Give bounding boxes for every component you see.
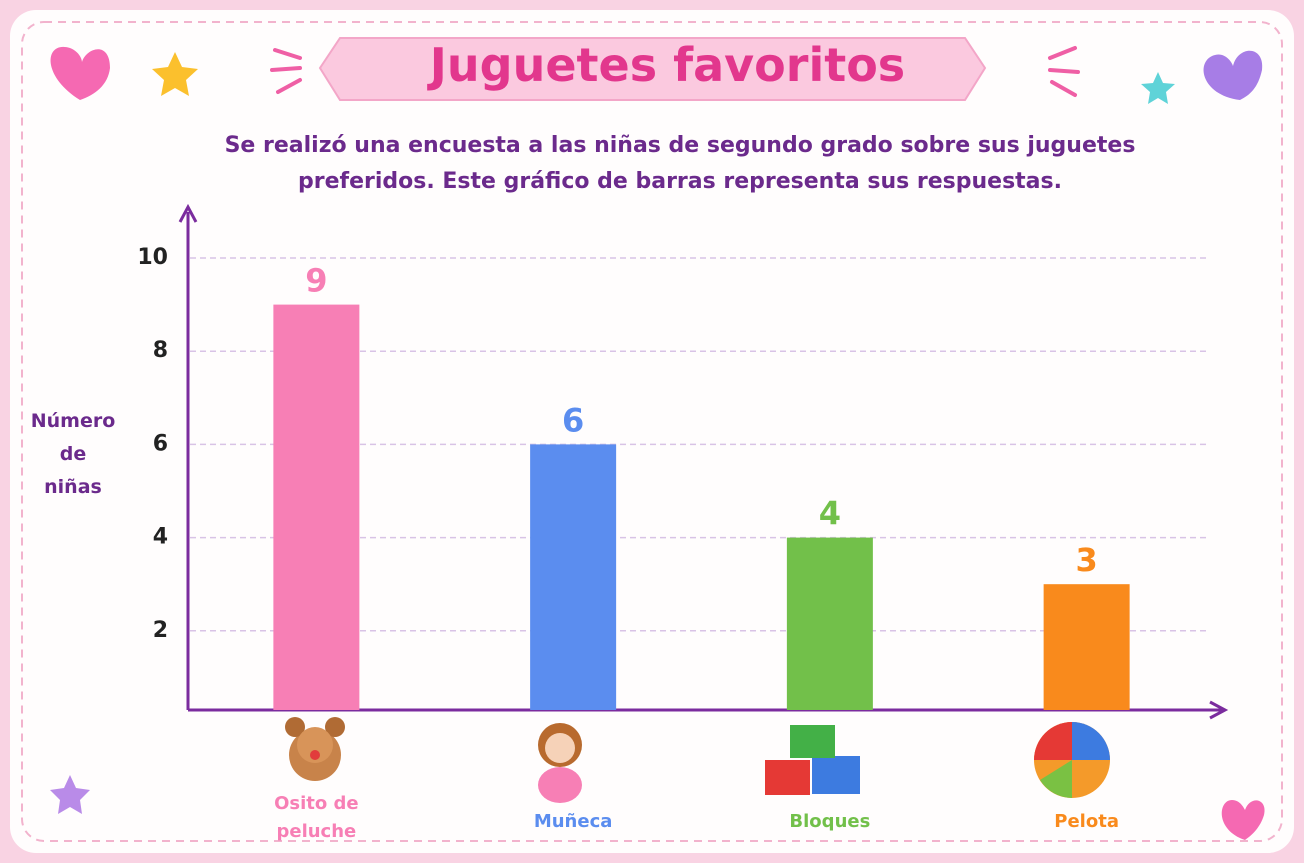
chart-subtitle: Se realizó una encuesta a las niñas de s… bbox=[190, 128, 1170, 200]
heart bbox=[1204, 51, 1263, 100]
y-tick-label: 6 bbox=[153, 431, 168, 456]
x-tick-label: Osito de peluche bbox=[266, 790, 366, 846]
value-label: 9 bbox=[305, 262, 327, 300]
x-tick-label: Muñeca bbox=[523, 808, 623, 836]
value-label: 4 bbox=[819, 495, 841, 533]
bar bbox=[273, 305, 359, 710]
page: 2 4 6 8 10 9 6 4 3 Juguetes favoritos Se realizó… bbox=[0, 0, 1304, 863]
chart-title: Juguetes favoritos bbox=[370, 28, 965, 102]
y-tick-label: 2 bbox=[153, 618, 168, 643]
y-axis-label: Número de niñas bbox=[28, 405, 118, 504]
y-tick-label: 10 bbox=[137, 245, 168, 270]
star bbox=[152, 52, 198, 96]
icons bbox=[285, 717, 1110, 803]
y-tick-label: 8 bbox=[153, 338, 168, 363]
bar bbox=[1044, 584, 1130, 710]
heart bbox=[51, 47, 110, 100]
star bbox=[50, 775, 90, 814]
bar bbox=[530, 444, 616, 710]
star bbox=[1141, 72, 1175, 104]
bar bbox=[787, 538, 873, 710]
x-tick-label: Pelota bbox=[1037, 808, 1137, 836]
x-tick-label: Bloques bbox=[780, 808, 880, 836]
heart bbox=[1222, 800, 1265, 840]
value-label: 3 bbox=[1075, 541, 1097, 579]
value-label: 6 bbox=[562, 401, 584, 439]
y-tick-label: 4 bbox=[153, 525, 168, 550]
